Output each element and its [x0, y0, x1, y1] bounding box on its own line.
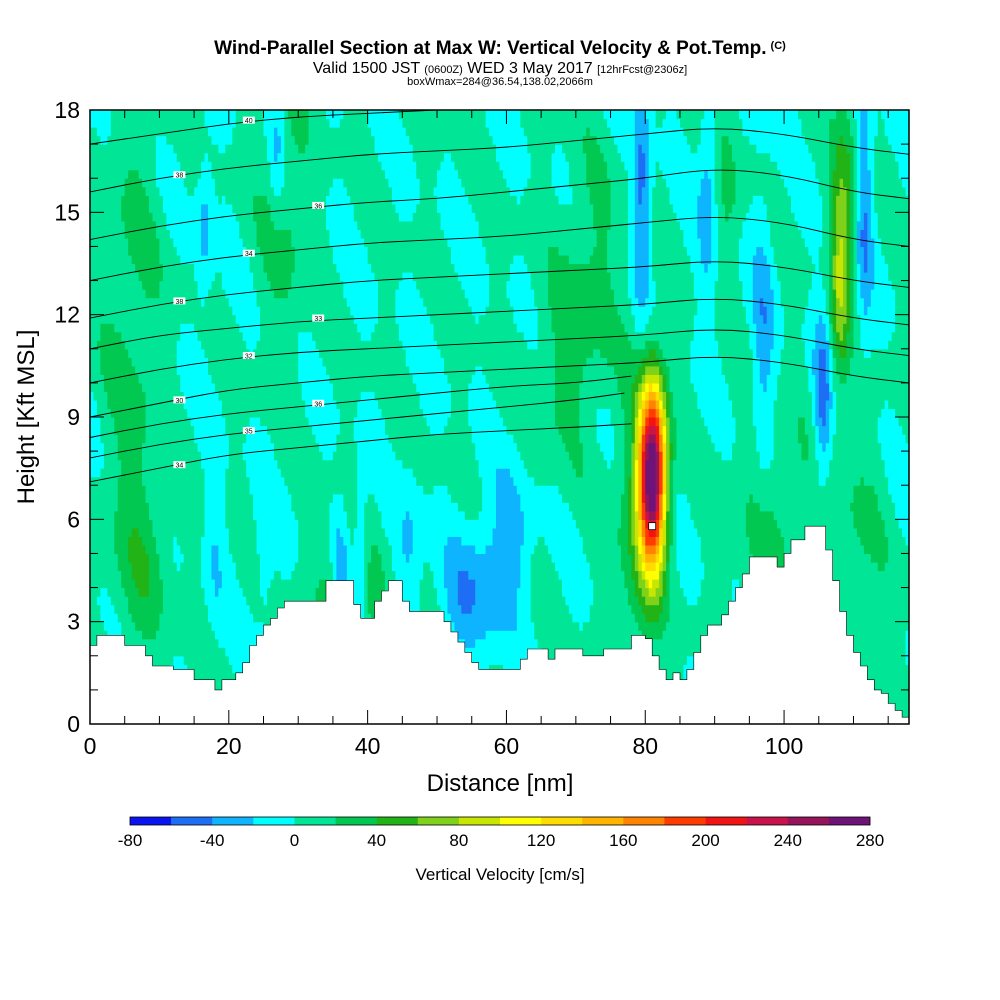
colorbar-swatch — [500, 817, 541, 825]
isentrope-label: 38 — [176, 173, 184, 180]
colorbar-swatch — [829, 817, 870, 825]
isentrope-label: 30 — [176, 398, 184, 405]
colorbar-tick-label: 160 — [609, 831, 637, 850]
colorbar: -80 -40 0 40 80 120 160 200 240 280 — [118, 817, 884, 850]
y-tick-label: 6 — [67, 506, 80, 532]
colorbar-swatch — [747, 817, 788, 825]
colorbar-label: Vertical Velocity [cm/s] — [415, 865, 584, 884]
colorbar-swatch — [582, 817, 623, 825]
colorbar-swatch — [130, 817, 171, 825]
colorbar-tick-label: 80 — [449, 831, 468, 850]
isentrope-label: 36 — [314, 203, 322, 210]
colorbar-swatch — [623, 817, 664, 825]
x-tick-label: 80 — [632, 733, 658, 759]
x-tick-label: 0 — [84, 733, 97, 759]
isentrope-label: 35 — [245, 429, 253, 436]
y-tick-label: 3 — [67, 609, 80, 635]
colorbar-swatch — [706, 817, 747, 825]
cross-section-chart: 3435363032333834363840 0 20 40 60 80 10003691… — [0, 0, 1000, 1000]
colorbar-swatch — [171, 817, 212, 825]
isentrope-label: 32 — [245, 354, 253, 361]
colorbar-swatch — [336, 817, 377, 825]
colorbar-tick-label: -40 — [200, 831, 225, 850]
colorbar-tick-label: 200 — [691, 831, 719, 850]
isentrope-label: 36 — [314, 401, 322, 408]
y-tick-label: 9 — [67, 404, 80, 430]
isentrope-label: 40 — [245, 118, 253, 125]
y-tick-label: 15 — [54, 199, 80, 225]
x-tick-label: 60 — [494, 733, 520, 759]
x-tick-label: 20 — [216, 733, 242, 759]
colorbar-swatch — [788, 817, 829, 825]
y-tick-label: 0 — [67, 711, 80, 737]
y-tick-label: 12 — [54, 302, 80, 328]
y-tick-label: 18 — [54, 97, 80, 123]
colorbar-tick-label: 40 — [367, 831, 386, 850]
max-w-marker — [649, 523, 656, 530]
colorbar-swatch — [253, 817, 294, 825]
colorbar-swatch — [212, 817, 253, 825]
colorbar-swatch — [459, 817, 500, 825]
isentrope-label: 34 — [245, 251, 253, 258]
isentrope-label: 38 — [176, 299, 184, 306]
colorbar-swatch — [294, 817, 335, 825]
colorbar-swatch — [664, 817, 705, 825]
colorbar-tick-label: 120 — [527, 831, 555, 850]
x-axis-label: Distance [nm] — [427, 770, 574, 797]
colorbar-swatch — [418, 817, 459, 825]
y-axis-label: Height [Kft MSL] — [13, 330, 40, 505]
isentrope-label: 33 — [314, 316, 322, 323]
x-tick-label: 100 — [765, 733, 803, 759]
colorbar-tick-label: 0 — [290, 831, 299, 850]
isentrope-label: 34 — [176, 463, 184, 470]
colorbar-tick-label: -80 — [118, 831, 143, 850]
colorbar-tick-label: 280 — [856, 831, 884, 850]
colorbar-swatch — [541, 817, 582, 825]
x-tick-label: 40 — [355, 733, 381, 759]
colorbar-swatch — [377, 817, 418, 825]
colorbar-tick-label: 240 — [774, 831, 802, 850]
